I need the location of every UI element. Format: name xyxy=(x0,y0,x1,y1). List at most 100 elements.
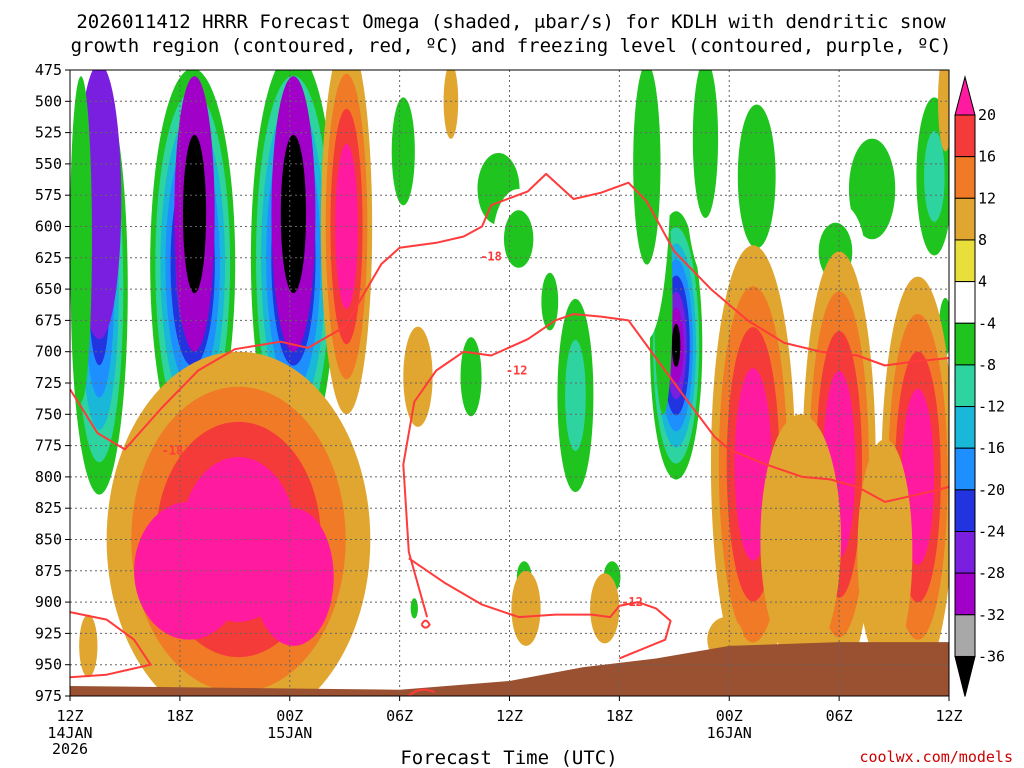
colorbar-label-1: 16 xyxy=(978,148,996,166)
colorbar-label-9: -20 xyxy=(978,481,1005,499)
x-tick-year-0: 2026 xyxy=(52,740,88,758)
contour-line-2 xyxy=(408,557,672,660)
y-tick-label-11: 750 xyxy=(35,405,62,423)
grid-lines xyxy=(70,70,949,696)
x-tick-label-2: 00Z xyxy=(276,707,303,725)
x-tick-label-6: 00Z xyxy=(716,707,743,725)
y-tick-label-14: 825 xyxy=(35,499,62,517)
contour-line-3 xyxy=(70,611,152,679)
y-tick-label-7: 650 xyxy=(35,280,62,298)
omega-contour-fill-46 xyxy=(541,272,559,331)
x-tick-label-5: 18Z xyxy=(606,707,633,725)
y-tick-label-0: 475 xyxy=(35,61,62,79)
omega-contour-fill-35 xyxy=(391,97,415,206)
colorbar-swatch-2 xyxy=(954,156,976,199)
colorbar-swatch-7 xyxy=(954,364,976,408)
contour-label-3: -12 xyxy=(621,595,643,609)
colorbar-swatch-11 xyxy=(954,531,976,574)
contour-line-1 xyxy=(402,313,949,618)
colorbar-swatch-6 xyxy=(954,322,976,366)
colorbar-swatch-10 xyxy=(954,489,976,533)
chart-title-line1: 2026011412 HRRR Forecast Omega (shaded, … xyxy=(76,11,946,33)
y-tick-label-5: 600 xyxy=(35,218,62,236)
colorbar-label-11: -28 xyxy=(978,564,1005,582)
omega-contour-fill-115 xyxy=(857,439,913,665)
y-tick-label-13: 800 xyxy=(35,468,62,486)
colorbar: 20 16 12 8 4 -4 -8 -12 -16 -20 -24 -28 -32 -36 xyxy=(954,75,1005,697)
x-tick-date-6: 16JAN xyxy=(707,724,752,742)
plot-area: -18 -18 -12 -12 xyxy=(69,69,950,697)
x-tick-label-8: 12Z xyxy=(935,707,962,725)
omega-contour-fill-93 xyxy=(157,531,221,611)
y-tick-label-18: 925 xyxy=(35,624,62,642)
omega-contour-fill-86 xyxy=(443,70,459,139)
colorbar-top-arrow xyxy=(954,75,976,116)
omega-contour-fill-41 xyxy=(460,337,482,417)
x-tick-label-1: 18Z xyxy=(166,707,193,725)
omega-contour-fill-96 xyxy=(79,614,98,678)
contour-label-1: -18 xyxy=(162,444,184,458)
x-tick-label-3: 06Z xyxy=(386,707,413,725)
omega-contour-fill-95 xyxy=(270,537,317,617)
omega-contour-fill-9 xyxy=(70,76,92,402)
colorbar-label-2: 12 xyxy=(978,189,996,207)
x-axis-label: Forecast Time (UTC) xyxy=(400,747,617,768)
omega-contour-fill-31 xyxy=(280,134,307,294)
y-tick-label-15: 850 xyxy=(35,531,62,549)
colorbar-label-12: -32 xyxy=(978,606,1005,624)
omega-contour-fill-113 xyxy=(908,426,928,528)
colorbar-swatch-9 xyxy=(954,447,976,491)
omega-contour-fill-68 xyxy=(737,104,776,249)
contour-label-2: -12 xyxy=(506,363,528,377)
chart-title-line2: growth region (contoured, red, ºC) and f… xyxy=(71,35,952,57)
colorbar-swatch-3 xyxy=(954,197,976,241)
colorbar-swatch-1 xyxy=(954,114,976,158)
y-tick-label-2: 525 xyxy=(35,124,62,142)
omega-contour-fill-44 xyxy=(565,340,586,452)
colorbar-bottom-arrow xyxy=(954,655,976,697)
y-tick-label-8: 675 xyxy=(35,311,62,329)
colorbar-swatch-8 xyxy=(954,406,976,449)
y-tick-label-1: 500 xyxy=(35,92,62,110)
contour-small-loop xyxy=(420,619,431,629)
colorbar-label-6: -8 xyxy=(978,356,996,374)
colorbar-label-5: -4 xyxy=(978,314,996,332)
colorbar-label-0: 20 xyxy=(978,106,996,124)
x-tick-label-0: 12Z xyxy=(56,707,83,725)
y-tick-label-4: 575 xyxy=(35,186,62,204)
colorbar-label-4: 4 xyxy=(978,273,987,291)
omega-contour-fill-97 xyxy=(511,570,541,646)
colorbar-label-8: -16 xyxy=(978,439,1005,457)
contour-bottom-loop xyxy=(408,688,436,696)
y-axis-ticks: 475 500 525 550 575 600 625 650 675 700 725 750 775 8… xyxy=(35,61,70,705)
colorbar-label-3: 8 xyxy=(978,231,987,249)
y-tick-label-16: 875 xyxy=(35,562,62,580)
colorbar-swatch-5 xyxy=(954,281,976,324)
x-tick-date-0: 14JAN xyxy=(47,724,92,742)
colorbar-label-7: -12 xyxy=(978,398,1005,416)
x-tick-label-4: 12Z xyxy=(496,707,523,725)
colorbar-swatch-13 xyxy=(954,614,976,657)
y-tick-label-9: 700 xyxy=(35,343,62,361)
temperature-contours xyxy=(70,172,949,696)
colorbar-label-13: -36 xyxy=(978,647,1005,665)
omega-contour-fill-66 xyxy=(692,70,719,218)
y-tick-label-20: 975 xyxy=(35,687,62,705)
y-tick-label-17: 900 xyxy=(35,593,62,611)
omega-contour-fill-8 xyxy=(86,122,112,281)
colorbar-swatch-4 xyxy=(954,239,976,283)
omega-contour-fill-103 xyxy=(742,409,764,520)
y-tick-label-19: 950 xyxy=(35,656,62,674)
x-tick-label-7: 06Z xyxy=(826,707,853,725)
omega-contour-fill-39 xyxy=(503,210,534,268)
omega-contour-fill-116 xyxy=(938,70,949,152)
contour-line-0 xyxy=(70,172,949,451)
y-tick-label-3: 550 xyxy=(35,155,62,173)
colorbar-label-10: -24 xyxy=(978,523,1005,541)
contour-labels: -18 -18 -12 -12 xyxy=(162,250,643,610)
colorbar-swatch-12 xyxy=(954,572,976,616)
y-tick-label-10: 725 xyxy=(35,374,62,392)
omega-contour-fill-52 xyxy=(410,598,418,619)
